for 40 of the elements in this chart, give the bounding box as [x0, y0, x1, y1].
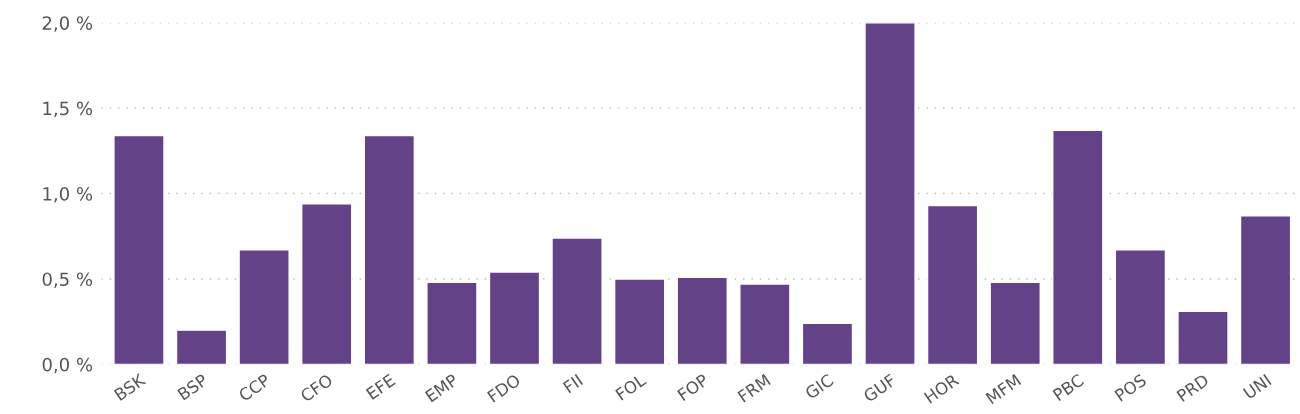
x-tick-label: FDO — [486, 373, 522, 403]
bar — [175, 329, 228, 365]
bar — [238, 249, 290, 365]
bar — [864, 22, 916, 365]
x-tick-label: BSP — [177, 373, 209, 401]
y-tick-label: 1,0 % — [43, 187, 93, 203]
x-tick-label: FOL — [614, 372, 647, 401]
x-tick-label: UNI — [1242, 374, 1272, 400]
y-tick-label: 1,5 % — [43, 101, 93, 118]
bar — [989, 281, 1041, 365]
bar — [363, 134, 416, 365]
x-tick-label: BSK — [113, 372, 147, 402]
bar — [926, 204, 979, 365]
bar — [676, 276, 728, 365]
x-tick-label: EMP — [424, 373, 459, 403]
bar — [613, 278, 666, 365]
bar — [1114, 249, 1167, 365]
bar — [551, 237, 603, 365]
y-tick-label: 0,0 % — [42, 357, 93, 374]
bar — [488, 271, 541, 365]
bar — [300, 203, 353, 365]
bar — [1177, 310, 1229, 365]
x-tick-label: FOP — [676, 373, 710, 402]
bar — [426, 281, 478, 365]
y-tick-label: 2,0 % — [42, 16, 93, 32]
x-tick-label: GIC — [804, 373, 835, 400]
x-tick-label: PRD — [1176, 373, 1210, 402]
bar — [1239, 215, 1292, 365]
bar — [801, 322, 854, 365]
bar — [739, 283, 791, 365]
y-tick-label: 0,5 % — [42, 272, 93, 288]
x-tick-label: EFE — [365, 373, 396, 400]
x-tick-label: CCP — [237, 373, 272, 402]
bar — [113, 134, 165, 365]
x-tick-label: CFO — [299, 373, 334, 403]
x-tick-label: PBC — [1052, 373, 1085, 402]
bar — [1052, 129, 1104, 365]
x-tick-label: POS — [1114, 373, 1148, 402]
x-tick-label: FII — [562, 374, 584, 394]
x-tick-label: GUF — [862, 373, 897, 403]
